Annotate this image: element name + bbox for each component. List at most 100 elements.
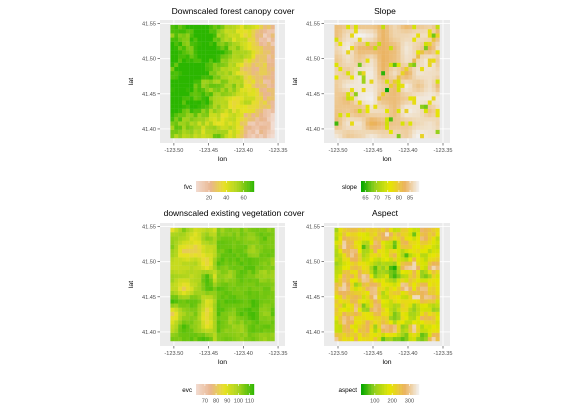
raster-cell bbox=[185, 62, 190, 67]
raster-cell bbox=[266, 91, 271, 97]
raster-cell bbox=[197, 133, 202, 139]
raster-cell bbox=[400, 108, 405, 114]
raster-cell bbox=[408, 71, 413, 76]
raster-cell bbox=[266, 286, 271, 291]
raster-cell bbox=[388, 315, 393, 321]
raster-cell bbox=[197, 248, 202, 254]
raster-cell bbox=[263, 236, 268, 241]
raster-cell bbox=[377, 100, 382, 105]
raster-cell bbox=[357, 71, 362, 76]
raster-cell bbox=[420, 257, 425, 262]
panel-title-aspect: Aspect bbox=[372, 208, 399, 218]
raster-cell bbox=[412, 66, 417, 72]
raster-cell bbox=[369, 117, 374, 122]
raster-cell bbox=[247, 37, 252, 42]
raster-cell bbox=[435, 261, 440, 266]
raster-cell bbox=[224, 286, 229, 291]
raster-cell bbox=[243, 129, 248, 135]
raster-cell bbox=[435, 87, 440, 93]
raster-cell bbox=[266, 108, 271, 114]
raster-cell bbox=[201, 54, 206, 59]
raster-cell bbox=[220, 294, 225, 300]
raster-cell bbox=[412, 83, 417, 88]
raster-cell bbox=[243, 87, 248, 93]
legend-label: 65 bbox=[362, 196, 368, 202]
raster-cell bbox=[228, 71, 233, 76]
raster-cell bbox=[178, 282, 183, 287]
raster-cell bbox=[416, 294, 421, 300]
legend-color-step bbox=[232, 384, 234, 395]
legend-label: 75 bbox=[385, 196, 391, 202]
raster-cell bbox=[377, 315, 382, 321]
raster-cell bbox=[212, 294, 217, 300]
raster-cell bbox=[209, 286, 214, 291]
raster-cell bbox=[416, 274, 421, 279]
raster-cell bbox=[404, 286, 409, 291]
raster-cell bbox=[232, 58, 237, 63]
raster-cell bbox=[239, 104, 244, 109]
raster-cell bbox=[353, 87, 358, 93]
raster-cell bbox=[270, 112, 275, 118]
y-tick-label: 41.50 bbox=[306, 57, 320, 63]
raster-cell bbox=[185, 104, 190, 109]
raster-cell bbox=[251, 112, 256, 118]
raster-cell bbox=[423, 320, 428, 325]
raster-cell bbox=[420, 117, 425, 122]
raster-cell bbox=[185, 71, 190, 76]
raster-cell bbox=[396, 24, 401, 30]
legend-color-step bbox=[211, 384, 214, 395]
raster-cell bbox=[361, 307, 366, 312]
raster-cell bbox=[353, 315, 358, 321]
raster-cell bbox=[270, 29, 275, 34]
raster-cell bbox=[263, 79, 268, 84]
raster-cell bbox=[396, 96, 401, 101]
x-tick-label: -123.35 bbox=[434, 148, 453, 154]
raster-cell bbox=[232, 253, 237, 258]
raster-cell bbox=[427, 311, 432, 317]
raster-cell bbox=[423, 240, 428, 245]
raster-cell bbox=[247, 265, 252, 270]
legend-color-step bbox=[410, 181, 412, 192]
raster-cell bbox=[247, 311, 252, 317]
raster-cell bbox=[220, 332, 225, 338]
raster-cell bbox=[400, 29, 405, 34]
raster-cell bbox=[197, 294, 202, 300]
raster-cell bbox=[239, 278, 244, 283]
raster-cell bbox=[416, 87, 421, 93]
raster-cell bbox=[435, 307, 440, 312]
raster-cell bbox=[342, 290, 347, 296]
raster-cell bbox=[435, 58, 440, 63]
legend-label: 20 bbox=[206, 196, 212, 202]
raster-cell bbox=[353, 33, 358, 38]
raster-cell bbox=[197, 303, 202, 308]
raster-cell bbox=[270, 83, 275, 88]
raster-cell bbox=[185, 227, 190, 233]
raster-cell bbox=[385, 232, 390, 237]
raster-cell bbox=[243, 240, 248, 245]
raster-cell bbox=[385, 253, 390, 258]
raster-cell bbox=[243, 315, 248, 321]
raster-cell bbox=[388, 133, 393, 139]
raster-cell bbox=[220, 62, 225, 67]
raster-cell bbox=[209, 278, 214, 283]
raster-cell bbox=[243, 75, 248, 80]
y-tick-label: 41.45 bbox=[142, 92, 156, 98]
raster-cell bbox=[377, 307, 382, 312]
raster-cell bbox=[385, 54, 390, 59]
raster-cell bbox=[209, 121, 214, 126]
raster-cell bbox=[251, 261, 256, 266]
raster-cell bbox=[185, 87, 190, 93]
raster-cell bbox=[373, 41, 378, 47]
raster-cell bbox=[224, 253, 229, 258]
raster-cell bbox=[381, 282, 386, 287]
raster-cell bbox=[205, 125, 210, 130]
raster-cell bbox=[357, 75, 362, 80]
raster-cell bbox=[435, 125, 440, 130]
raster-cell bbox=[346, 328, 351, 333]
raster-cell bbox=[228, 87, 233, 93]
raster-cell bbox=[239, 83, 244, 88]
raster-cell bbox=[353, 45, 358, 51]
raster-cell bbox=[216, 307, 221, 312]
raster-cell bbox=[239, 307, 244, 312]
raster-cell bbox=[178, 121, 183, 126]
